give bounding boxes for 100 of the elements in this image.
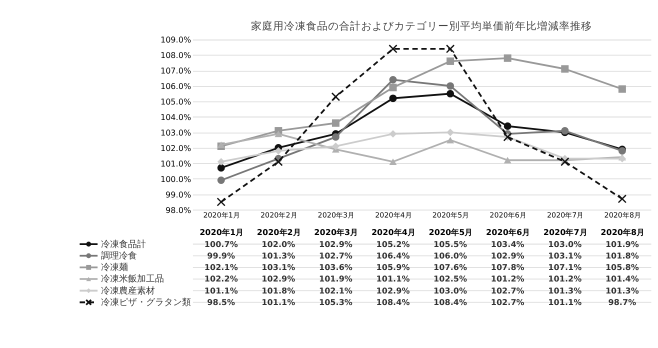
data-label: 107.6% <box>434 263 468 272</box>
data-label: 102.1% <box>204 263 238 272</box>
point <box>389 84 397 92</box>
category-label: 2020年7月 <box>543 228 588 238</box>
y-tick-label: 107.0% <box>160 66 192 76</box>
x-tick-label: 2020年2月 <box>260 210 298 220</box>
point <box>389 94 397 102</box>
point <box>389 158 397 165</box>
data-label: 108.4% <box>434 298 468 307</box>
point <box>274 130 282 138</box>
legend-label: 冷凍ピザ・グラタン類 <box>101 297 192 308</box>
data-label: 101.9% <box>605 240 639 249</box>
point <box>217 164 225 172</box>
category-label: 2020年2月 <box>256 228 301 238</box>
category-label: 2020年4月 <box>371 228 416 238</box>
point <box>504 54 512 62</box>
data-label: 105.8% <box>605 263 639 272</box>
data-label: 98.7% <box>608 298 636 307</box>
category-label: 2020年8月 <box>600 228 645 238</box>
point <box>504 122 512 130</box>
data-label: 105.9% <box>376 263 410 272</box>
data-label: 101.2% <box>548 274 582 284</box>
category-label: 2020年3月 <box>314 228 358 238</box>
point <box>274 157 283 166</box>
category-label: 2020年6月 <box>486 228 530 238</box>
category-label: 2020年5月 <box>428 228 473 238</box>
data-label: 107.1% <box>548 263 582 272</box>
data-label: 105.3% <box>318 298 352 307</box>
point <box>389 76 397 84</box>
data-label: 101.3% <box>605 286 639 296</box>
x-tick-label: 2020年3月 <box>318 210 355 220</box>
legend-label: 冷凍麺 <box>101 262 128 274</box>
data-label: 102.9% <box>490 251 524 260</box>
point <box>618 85 626 93</box>
data-label: 103.4% <box>490 240 524 249</box>
point <box>446 44 455 54</box>
data-label: 103.6% <box>318 263 352 272</box>
data-label: 108.4% <box>376 298 410 307</box>
point <box>388 44 398 54</box>
data-label: 102.7% <box>490 298 524 307</box>
data-label: 98.5% <box>207 298 236 307</box>
chart-title: 家庭用冷凍食品の合計およびカテゴリー別平均単価前年比増減率推移 <box>251 20 592 33</box>
data-label: 100.7% <box>204 240 238 249</box>
data-label: 101.3% <box>548 286 582 296</box>
point <box>332 142 340 150</box>
data-label: 101.4% <box>605 274 639 284</box>
x-tick-label: 2020年8月 <box>604 210 642 220</box>
x-tick-label: 2020年7月 <box>546 210 584 220</box>
data-label: 105.2% <box>376 240 410 249</box>
data-label: 101.1% <box>376 274 410 284</box>
legend-label: 冷凍農産素材 <box>101 285 156 296</box>
data-label: 103.0% <box>548 240 582 249</box>
x-tick-label: 2020年6月 <box>490 210 526 220</box>
data-label: 103.1% <box>262 263 296 272</box>
point <box>332 133 340 141</box>
point <box>389 130 397 138</box>
legend-label: 冷凍食品計 <box>101 238 146 250</box>
point <box>217 176 225 184</box>
point <box>446 57 454 65</box>
data-label: 101.8% <box>605 251 639 260</box>
data-label: 102.5% <box>434 274 468 284</box>
data-label: 101.3% <box>262 251 296 260</box>
x-tick-label: 2020年4月 <box>375 210 412 220</box>
x-tick-label: 2020年5月 <box>432 210 470 220</box>
data-label: 106.0% <box>434 251 468 260</box>
data-label: 102.9% <box>376 286 410 296</box>
point <box>274 147 282 155</box>
data-label: 99.9% <box>207 251 236 260</box>
point <box>331 92 340 102</box>
y-tick-label: 105.0% <box>160 98 192 107</box>
data-label: 107.8% <box>490 263 524 272</box>
y-tick-label: 101.0% <box>160 159 192 168</box>
y-tick-label: 99.0% <box>166 190 192 200</box>
data-label: 101.1% <box>548 298 582 307</box>
y-tick-label: 104.0% <box>160 113 192 122</box>
data-label: 101.8% <box>262 286 296 296</box>
data-label: 102.7% <box>490 286 524 296</box>
point <box>504 156 512 164</box>
legend-label: 調理冷食 <box>101 250 138 262</box>
data-label: 106.4% <box>376 251 410 260</box>
data-label: 101.9% <box>318 274 352 284</box>
y-tick-label: 108.0% <box>160 51 192 60</box>
x-tick-label: 2020年1月 <box>203 210 240 220</box>
point <box>560 157 570 166</box>
point <box>446 136 454 144</box>
data-label: 103.0% <box>434 286 468 296</box>
data-label: 102.9% <box>318 240 352 249</box>
point <box>446 128 454 136</box>
data-label: 102.1% <box>318 286 352 296</box>
y-tick-label: 102.0% <box>160 144 192 153</box>
point <box>332 119 340 127</box>
y-tick-label: 98.0% <box>166 206 192 215</box>
data-label: 101.1% <box>262 298 296 307</box>
data-label: 102.2% <box>204 274 238 284</box>
point <box>217 158 225 166</box>
data-label: 102.7% <box>318 251 352 260</box>
point <box>216 198 226 206</box>
point <box>446 90 454 98</box>
y-tick-label: 103.0% <box>160 128 192 138</box>
data-label: 102.0% <box>262 240 296 249</box>
